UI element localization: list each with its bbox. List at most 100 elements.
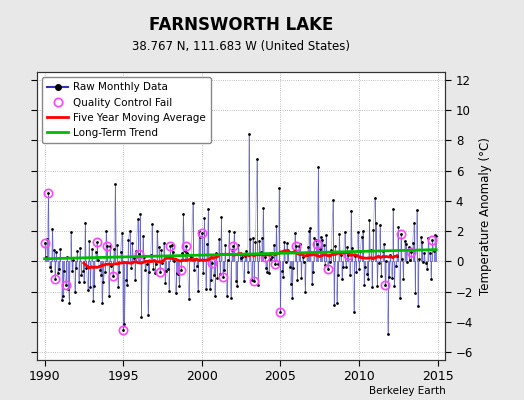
Point [299,254,307,260]
Point [396,294,404,301]
Point [356,248,365,254]
Point [321,262,329,268]
Point [398,256,407,262]
Point [384,331,392,338]
Point [63,254,71,260]
Point [106,242,114,249]
Point [170,258,179,264]
Point [168,242,176,248]
Point [186,252,194,259]
Point [108,273,117,280]
Point [162,268,171,275]
Point [165,288,173,294]
Point [336,252,345,258]
Point [307,225,315,231]
Point [393,252,401,259]
Point [286,263,294,270]
Point [233,283,242,289]
Point [210,272,218,278]
Point [431,232,439,238]
Point [312,237,320,244]
Point [401,237,409,244]
Point [115,268,124,275]
Point [346,272,354,279]
Point [110,246,118,252]
Point [141,267,150,274]
Point [182,243,190,250]
Point [422,260,430,266]
Point [105,292,113,299]
Point [47,267,56,274]
Point [258,235,266,241]
Point [43,236,51,242]
Point [92,248,100,255]
Point [239,278,248,284]
Point [220,266,228,273]
Point [121,320,129,327]
Point [359,228,367,234]
Point [419,259,428,266]
Point [173,270,181,276]
Point [305,228,313,234]
Point [294,243,303,249]
Point [85,238,93,244]
Point [314,164,323,170]
Point [140,254,148,260]
Point [122,277,130,283]
Point [302,252,311,258]
Point [424,234,433,241]
Point [216,271,224,277]
Point [323,266,332,272]
Point [60,268,69,274]
Point [260,254,269,260]
Point [318,237,326,244]
Point [116,249,125,256]
Point [255,238,264,244]
Point [430,248,438,254]
Point [129,255,138,261]
Point [351,252,359,259]
Text: Berkeley Earth: Berkeley Earth [369,386,445,396]
Point [355,266,363,272]
Point [274,261,282,268]
Point [293,276,302,283]
Point [199,270,208,276]
Point [64,286,72,293]
Point [202,285,210,292]
Point [181,248,189,254]
Point [281,259,290,266]
Point [232,278,240,285]
Point [344,252,353,258]
Point [231,228,239,235]
Point [219,274,227,280]
Point [428,236,436,243]
Point [250,278,258,284]
Point [82,265,91,271]
Point [90,283,99,289]
Point [352,269,361,276]
Point [289,265,298,272]
Point [283,240,291,247]
Point [402,241,410,247]
Point [59,293,67,300]
Point [79,268,87,274]
Point [372,220,380,226]
Point [89,297,97,304]
Point [388,275,396,281]
Point [329,197,337,203]
Point [249,235,257,241]
Point [183,250,192,256]
Point [246,236,255,242]
Point [276,309,285,315]
Point [263,269,271,276]
Point [291,230,299,236]
Point [224,256,232,263]
Point [300,259,308,265]
Point [200,215,209,221]
Point [268,254,277,260]
Point [84,287,92,294]
Point [191,256,200,262]
Point [325,252,333,258]
Point [257,249,265,255]
Point [405,244,413,250]
